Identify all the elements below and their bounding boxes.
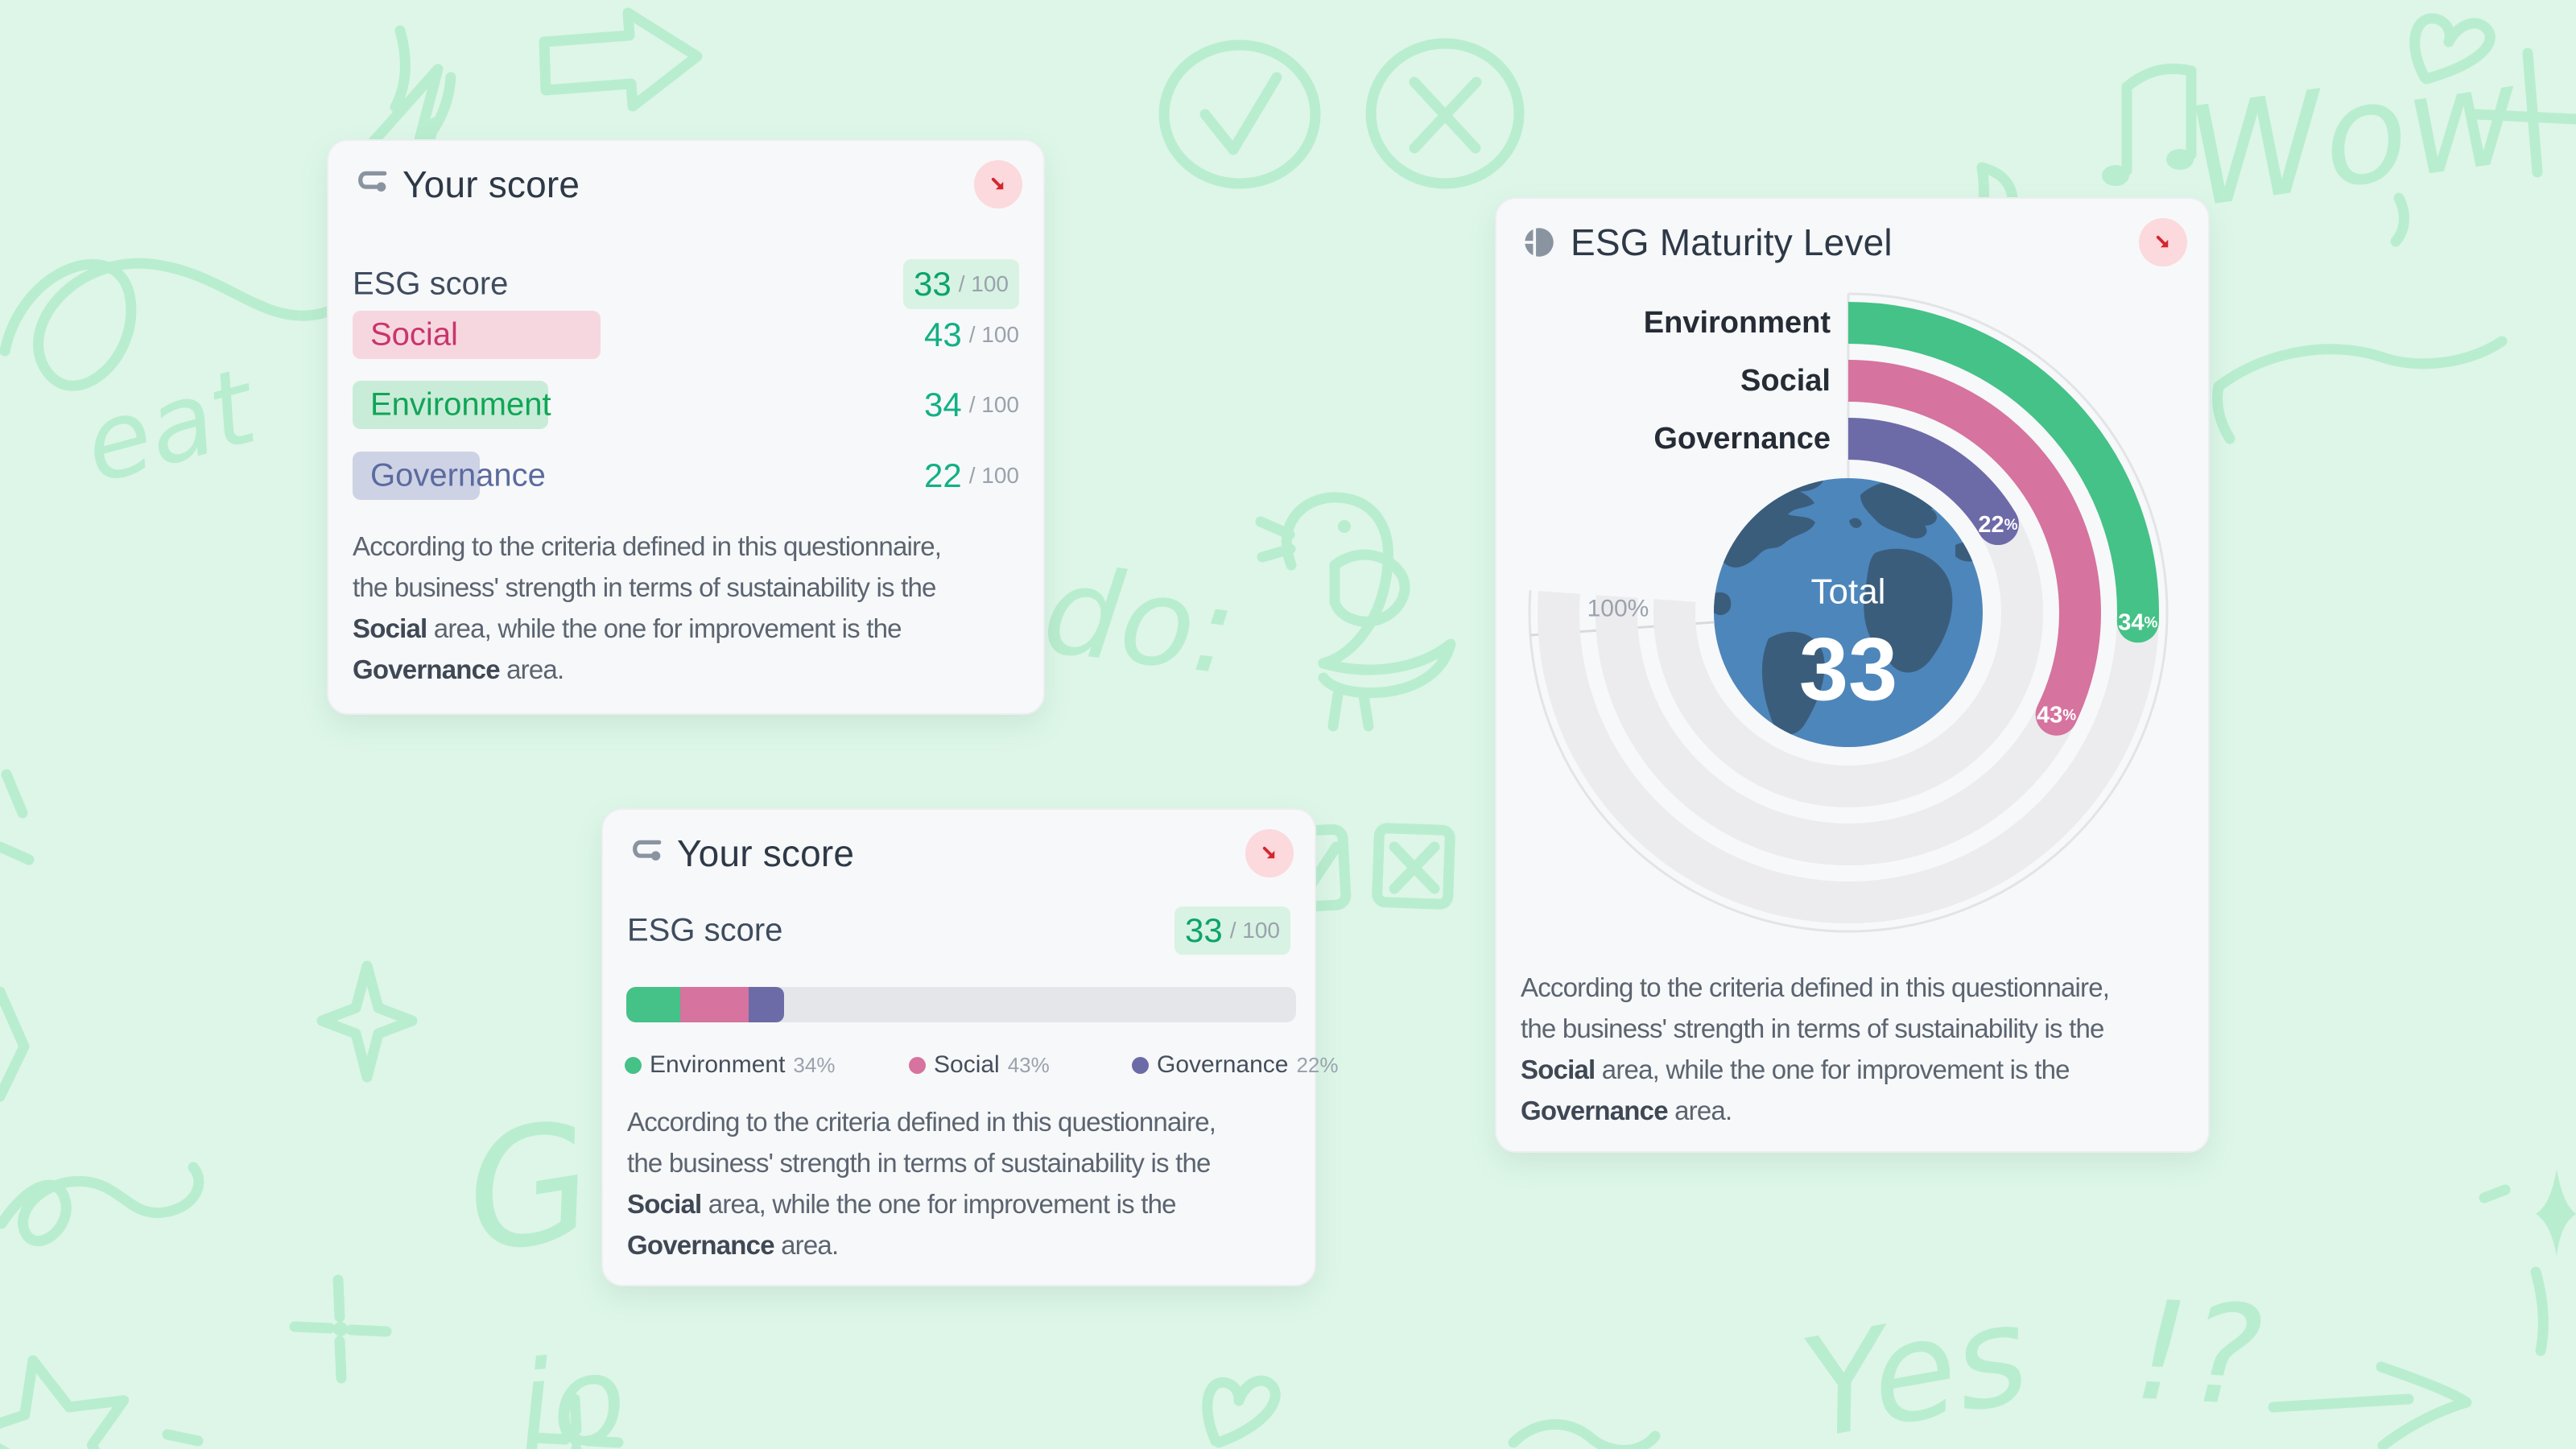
doodle-left-wedge <box>0 986 30 1102</box>
doodle-squiggle-bottom <box>1508 1418 1661 1449</box>
legend-environment: Environment 34% <box>625 1051 835 1079</box>
doodle-word-yes: Yes <box>1791 1274 2039 1449</box>
collapse-card-button[interactable] <box>974 160 1022 208</box>
doodle-word-bang: !? <box>2130 1271 2266 1437</box>
esg-score-row: ESG score 33 / 100 <box>353 259 1019 309</box>
doodle-dash <box>162 1429 204 1447</box>
environment-dot-icon <box>625 1056 642 1074</box>
arc-cap-governance <box>1976 503 2019 546</box>
collapse-card-button[interactable] <box>1245 829 1294 877</box>
collapse-card-button[interactable] <box>2139 218 2187 266</box>
card-title: Your score <box>677 832 855 874</box>
card-title: ESG Maturity Level <box>1571 221 1893 263</box>
doodle-word-jo: jo <box>498 1329 631 1449</box>
environment-label: Environment <box>370 386 551 423</box>
doodle-sparkle-4pt <box>316 960 418 1083</box>
governance-value: 22/ 100 <box>924 456 1019 494</box>
summary-text: According to the criteria defined in thi… <box>1521 972 2110 1125</box>
doodle-heart-bottom <box>1202 1375 1281 1448</box>
bar-segment-environment <box>626 987 680 1022</box>
governance-label: Governance <box>370 457 546 493</box>
doodle-sparkle-bottom-right <box>2479 1169 2576 1356</box>
category-label-governance: Governance <box>1653 422 1831 456</box>
diagonal-arrow-down-right-icon <box>1262 846 1275 859</box>
doodle-left-dashes <box>0 769 35 865</box>
esg-score-badge: 33 / 100 <box>1174 906 1290 955</box>
social-value: 43/ 100 <box>924 316 1019 353</box>
diagonal-arrow-down-right-icon <box>991 177 1004 190</box>
doodle-star-bottom-left <box>0 1355 130 1449</box>
doodle-word-do: do: <box>1037 540 1244 703</box>
gauge-outline <box>1528 292 2169 933</box>
governance-score-row: Governance 22/ 100 <box>353 452 1019 500</box>
legend-governance: Governance 22% <box>1132 1051 1338 1079</box>
social-dot-icon <box>909 1056 926 1074</box>
environment-value: 34/ 100 <box>924 386 1019 423</box>
legend-social: Social 43% <box>909 1051 1050 1079</box>
social-score-bar <box>353 311 601 359</box>
social-score-row: Social 43/ 100 <box>353 311 1019 359</box>
social-label: Social <box>370 316 458 353</box>
doodle-loops <box>0 1162 204 1246</box>
esg-score-row: ESG score 33 / 100 <box>627 906 1290 955</box>
category-label-social: Social <box>1740 364 1831 398</box>
globe: Total 33 <box>1714 478 1983 747</box>
doodle-word-wow: Wow <box>2178 35 2529 238</box>
esg-score-label: ESG score <box>353 266 509 302</box>
doodle-music-notes-icon <box>1938 64 2197 283</box>
summary-text: According to the criteria defined in thi… <box>353 531 942 684</box>
governance-score-bar <box>353 452 480 500</box>
pie-chart-icon <box>1521 224 1558 261</box>
doodle-plus-sparkle-tr <box>2471 47 2576 178</box>
total-label: Total <box>1811 572 1886 612</box>
doodle-plus-sparkle-2 <box>529 1393 624 1449</box>
doodle-brace <box>2212 336 2508 444</box>
your-score-bar-card: Your score ESG score 33 / 100 Environmen… <box>601 808 1338 1286</box>
governance-dot-icon <box>1132 1056 1149 1074</box>
your-score-detail-card: Your score ESG score 33 / 100 Social 43/… <box>327 139 1045 715</box>
doodle-x-box-icon <box>1372 823 1455 910</box>
esg-score-label: ESG score <box>627 912 783 948</box>
doodle-plus-sparkle-1 <box>289 1274 392 1384</box>
doodle-x-circle-icon <box>1365 38 1525 189</box>
radial-arcs: 34%43%22% <box>1847 302 2159 736</box>
doodle-bird-icon <box>1255 492 1456 732</box>
esg-stacked-bar <box>626 987 1296 1022</box>
environment-score-row: Environment 34/ 100 <box>353 381 1019 429</box>
radial-arc-social <box>1847 360 2101 724</box>
diagonal-arrow-down-right-icon <box>2156 235 2169 248</box>
card-title: Your score <box>402 163 580 205</box>
doodle-block-arrow <box>539 7 703 112</box>
total-value: 33 <box>1799 621 1897 720</box>
doodle-heart-icon <box>2409 13 2496 85</box>
maturity-radial-chart: 34%43%22% Environment Social Governance … <box>1528 292 2169 933</box>
summary-text: According to the criteria defined in thi… <box>627 1107 1216 1260</box>
doodle-comma <box>2390 192 2409 247</box>
axis-max-label: 100% <box>1587 596 1649 622</box>
esg-score-badge: 33 / 100 <box>903 259 1019 309</box>
radial-arc-governance <box>1847 418 2017 535</box>
route-squiggle-icon <box>353 166 390 203</box>
doodle-arrow-bottom-right <box>2268 1361 2472 1449</box>
bar-segment-governance <box>749 987 784 1022</box>
esg-maturity-card: ESG Maturity Level 34% 43% 22% Environment… <box>1495 197 2210 1153</box>
doodle-check-circle-icon <box>1158 39 1321 189</box>
arc-cap-environment <box>2116 601 2159 643</box>
category-label-environment: Environment <box>1644 306 1831 340</box>
radial-arc-environment <box>1847 302 2159 623</box>
arc-cap-social <box>2035 693 2078 736</box>
bar-segment-social <box>680 987 749 1022</box>
environment-score-bar <box>353 381 548 429</box>
route-squiggle-icon <box>627 835 664 872</box>
